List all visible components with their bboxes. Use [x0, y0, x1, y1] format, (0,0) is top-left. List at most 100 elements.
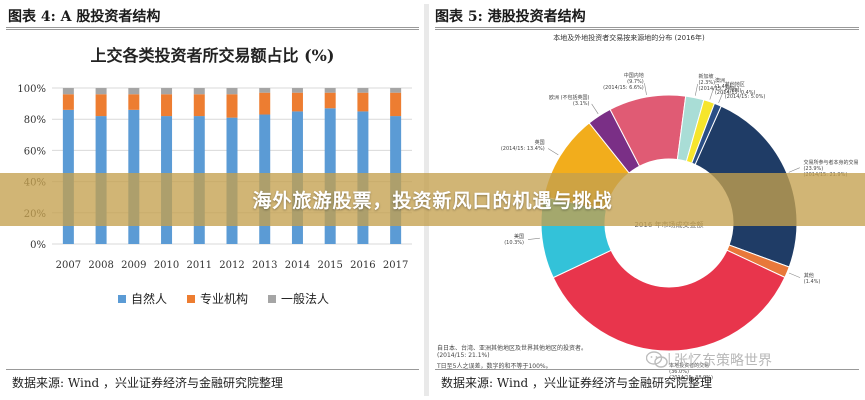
slice-label: 美国 (10.3%) [504, 234, 524, 246]
slice-label: 其他 (1.4%) [804, 273, 821, 285]
x-tick-label: 2013 [252, 260, 277, 271]
slice-label: 英国 (2014/15: 13.4%) [501, 140, 545, 152]
leader-line [527, 237, 540, 240]
legend-item-institution: 专业机构 [187, 290, 248, 307]
legend-label: 专业机构 [200, 292, 249, 306]
bar-segment [193, 88, 205, 95]
x-tick-label: 2011 [187, 260, 212, 271]
footnote: (2014/15: 21.1%) [437, 352, 490, 359]
bar-segment [259, 88, 271, 93]
leader-line [644, 83, 647, 96]
source-note: 数据来源: Wind ，兴业证券经济与金融研究院整理 [441, 376, 713, 390]
slice-label-name: 澳洲 [714, 78, 725, 85]
bar-segment [95, 94, 107, 117]
slice-label: 新加坡 (2.3%) (2014/15: 3.0%) [698, 74, 739, 92]
y-tick-label: 0% [30, 240, 46, 251]
leader-line [788, 272, 801, 278]
bar-segment [259, 92, 271, 115]
bar-segment [95, 88, 107, 95]
bar-segment [193, 94, 205, 117]
y-tick-label: 80% [24, 115, 46, 126]
x-tick-label: 2017 [383, 260, 408, 271]
bar-segment [226, 88, 238, 95]
slice-label-value: (36.0%) [669, 368, 689, 375]
slice-label-value: (9.7%) [627, 79, 644, 86]
slice-label-name: 交易所参与者本身的交易 [803, 160, 859, 167]
slice-label: 本地投资者的交易 (36.0%) (2014/15: 38.9%) [669, 363, 713, 381]
x-tick-label: 2016 [350, 260, 375, 271]
bar-legend: 自然人 专业机构 一般法人 [118, 290, 329, 307]
slice-label-name: 其他地区 [724, 82, 745, 89]
donut-chart-title: 本地及外地投资者交易按来源地的分布 (2016年) [553, 34, 705, 42]
leader-line [694, 83, 698, 96]
source-rule [435, 369, 859, 370]
leader-line [547, 148, 559, 156]
figure-5-title: 图表 5: 港股投资者结构 [435, 9, 586, 25]
slice-label-name: 中国内地 [623, 73, 644, 80]
slice-label-value: (2014/15: 5.0%) [724, 94, 766, 101]
legend-label: 一般法人 [281, 292, 330, 306]
slice-label: 中国内地 (9.7%) (2014/15: 6.6%) [603, 73, 644, 91]
slice-label-value: (2014/15: 6.6%) [603, 85, 644, 92]
source-rule [6, 369, 419, 370]
donut-slice [552, 249, 786, 352]
slice-label-value: (2.8%) [724, 88, 742, 95]
x-tick-label: 2007 [56, 260, 81, 271]
legend-item-legal: 一般法人 [268, 290, 329, 307]
source-note: 数据来源: Wind ，兴业证券经济与金融研究院整理 [12, 376, 284, 390]
x-tick-label: 2008 [88, 260, 113, 271]
bar-segment [62, 94, 74, 110]
headline-text: 海外旅游股票，投资新风口的机遇与挑战 [252, 190, 613, 212]
title-rule [435, 27, 859, 28]
x-tick-label: 2012 [219, 260, 244, 271]
slice-label-value: (1.4%) [714, 84, 732, 91]
title-rule [6, 29, 419, 30]
slice-label-name: 新加坡 [698, 74, 714, 80]
slice-label-value: (10.3%) [504, 240, 525, 247]
x-tick-label: 2010 [154, 260, 179, 271]
legend-label: 自然人 [131, 292, 168, 306]
slice-label-value: (23.9%) [803, 166, 824, 173]
title-rule [6, 27, 419, 28]
x-tick-label: 2014 [285, 260, 310, 271]
slice-label-value: (2014/15: 0.4%) [714, 90, 756, 97]
bar-segment [128, 94, 140, 110]
bar-segment [62, 88, 74, 95]
legend-item-individual: 自然人 [118, 290, 167, 307]
legend-swatch-individual [118, 294, 126, 303]
slice-label-name: 英国 [534, 140, 545, 147]
slice-label-value: (1.4%) [803, 279, 821, 286]
bar-chart-title: 上交各类投资者所交易额占比 (%) [90, 46, 335, 65]
bar-segment [324, 88, 336, 93]
title-rule [435, 29, 859, 30]
watermark: 张忆东策略世界 [646, 350, 772, 370]
footnote: T日至5人之误差，数字的和不等于100%。 [437, 363, 552, 370]
slice-label-value: (2.3%) [698, 80, 716, 86]
bar-segment [324, 92, 336, 109]
y-tick-label: 60% [24, 146, 46, 157]
slice-label-value: (3.1%) [572, 100, 590, 107]
slice-label-value: (2014/15: 13.4%) [500, 146, 545, 153]
leader-line [718, 91, 724, 103]
bar-segment [291, 92, 303, 112]
watermark-text: 张忆东策略世界 [674, 353, 772, 369]
x-tick-label: 2015 [317, 260, 342, 271]
bar-segment [390, 92, 402, 117]
slice-label: 其他地区 (2.8%) (2014/15: 5.0%) [725, 82, 766, 100]
figure-4-title: 图表 4: A 股投资者结构 [8, 9, 161, 25]
slice-label: 欧洲 (不包括英国) (3.1%) [549, 95, 590, 107]
bar-segment [390, 88, 402, 93]
headline-banner: 海外旅游股票，投资新风口的机遇与挑战 [0, 173, 865, 226]
y-tick-label: 100% [17, 84, 46, 95]
slice-label-name: 美国 [514, 234, 525, 241]
leader-line [591, 103, 599, 115]
slice-label-value: (2014/15: 3.0%) [698, 86, 740, 92]
bar-segment [161, 88, 173, 95]
bar-segment [128, 88, 140, 95]
slice-label: 澳洲 (1.4%) (2014/15: 0.4%) [715, 78, 756, 96]
footnote: 自日本、台湾、亚洲其他地区及世界其他地区的投资者。 [437, 345, 588, 352]
slice-label-value: (2014/15: 38.9%) [669, 374, 713, 381]
bar-segment [291, 88, 303, 93]
slice-label-name: 欧洲 (不包括英国) [549, 94, 590, 101]
leader-line [788, 167, 800, 173]
